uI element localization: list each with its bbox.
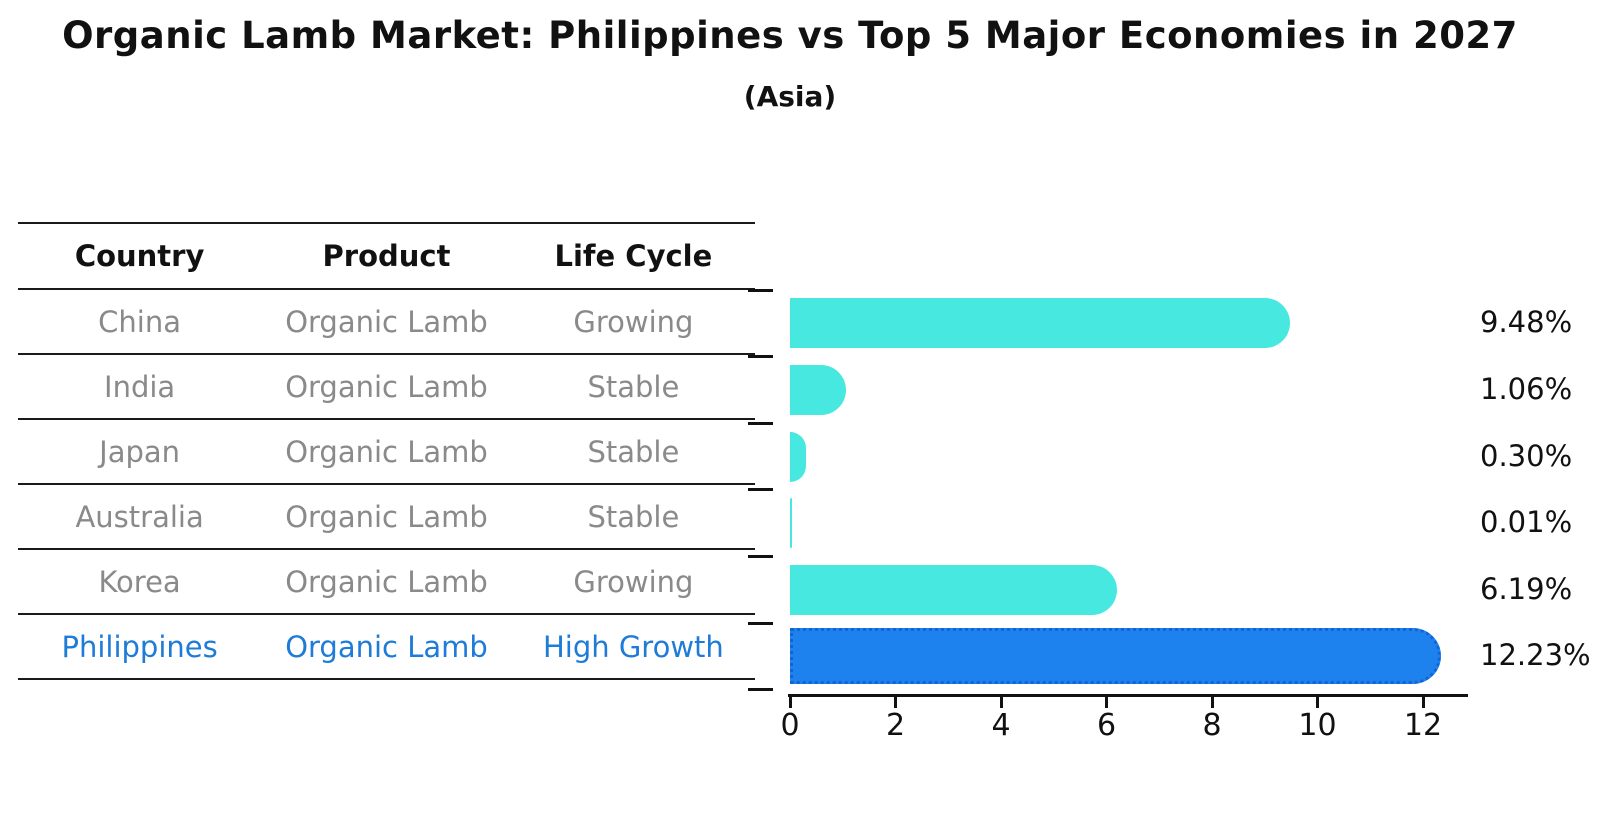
table-cell-product: Organic Lamb [285,499,488,534]
bar-value-label: 0.30% [1480,438,1573,473]
bar-value-label: 1.06% [1480,371,1573,406]
table-cell-life-cycle: Growing [573,564,694,599]
x-axis-line [788,694,1468,697]
table-cell-country: Korea [98,564,181,599]
x-axis-tick [999,697,1003,708]
table-cell-country: Japan [99,434,181,469]
table-row: Philippines Organic Lamb High Growth [18,615,755,680]
table-cell-life-cycle: Stable [587,434,680,469]
table-cell-product: Organic Lamb [285,629,488,664]
table-row: China Organic Lamb Growing [18,290,755,355]
x-axis-tick-label: 8 [1202,708,1222,743]
bar-value-label: 12.23% [1480,638,1591,673]
table-header-product: Product [322,239,451,273]
bar-value-label: 9.48% [1480,305,1573,340]
table-cell-product: Organic Lamb [285,564,488,599]
x-axis-tick [1421,697,1425,708]
x-axis-tick [1210,697,1214,708]
table-cell-life-cycle: Stable [587,499,680,534]
x-axis-tick [788,697,792,708]
table-row: India Organic Lamb Stable [18,355,755,420]
y-axis-tick [748,688,773,692]
x-axis-tick [1316,697,1319,708]
table-cell-life-cycle: Stable [587,369,680,404]
table-row: Australia Organic Lamb Stable [18,485,755,550]
x-axis-tick-label: 10 [1298,708,1337,743]
bar [790,298,1291,349]
country-info-table: Country Product Life Cycle China Organic Lam… [18,222,755,680]
y-axis-tick [748,554,773,558]
y-axis-tick [748,488,773,492]
x-axis-tick-label: 0 [780,708,800,743]
table-cell-country: China [98,304,182,339]
table-cell-country: Australia [75,499,204,534]
table-header-row: Country Product Life Cycle [18,224,755,290]
table-cell-product: Organic Lamb [285,369,488,404]
y-axis-tick [748,421,773,425]
chart-title: Organic Lamb Market: Philippines vs Top … [62,14,1518,57]
table-row: Japan Organic Lamb Stable [18,420,755,485]
table-cell-life-cycle: High Growth [542,629,724,664]
bar [790,564,1117,615]
bar-value-label: 6.19% [1480,571,1573,606]
table-cell-life-cycle: Growing [573,304,694,339]
y-axis-tick [748,288,773,292]
bar [790,364,846,415]
x-axis-tick [1105,697,1108,708]
x-axis-tick-label: 4 [991,708,1011,743]
table-cell-country: Philippines [61,629,218,664]
y-axis-tick [748,621,773,625]
x-axis-tick-label: 6 [1096,708,1117,743]
table-header-life-cycle: Life Cycle [554,239,713,273]
table-row: Korea Organic Lamb Growing [18,550,755,615]
chart-subtitle: (Asia) [743,80,837,113]
bar-value-label: 0.01% [1480,505,1573,540]
x-axis-tick-label: 2 [885,708,906,743]
table-cell-product: Organic Lamb [285,304,488,339]
table-cell-country: India [104,369,176,404]
y-axis-tick [748,355,773,359]
bar [790,498,792,549]
x-axis-tick-label: 12 [1403,708,1443,743]
x-axis-tick [894,697,897,708]
table-header-country: Country [74,239,205,273]
bar [790,431,806,482]
table-cell-product: Organic Lamb [285,434,488,469]
bar-philippines-highlight [790,628,1442,685]
